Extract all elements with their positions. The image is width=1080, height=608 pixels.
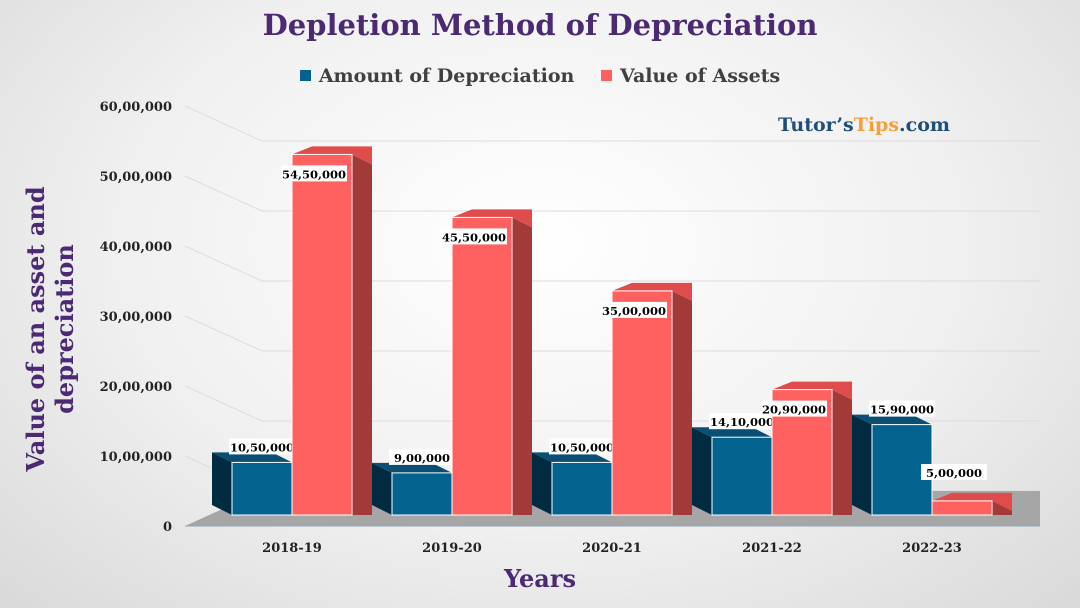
bar-top-assets: [452, 209, 532, 228]
y-tick-label: 50,00,000: [100, 170, 172, 185]
bar-top-depreciation: [372, 462, 452, 473]
bar-side-assets: [992, 500, 1012, 515]
y-tick-label: 40,00,000: [100, 240, 172, 255]
legend-item-depreciation: Amount of Depreciation: [299, 64, 575, 87]
data-label: 35,00,000: [602, 304, 666, 318]
data-label: 54,50,000: [282, 167, 346, 181]
bar-side-assets: [832, 389, 852, 515]
legend: Amount of Depreciation Value of Assets: [0, 64, 1080, 87]
gridline: [184, 175, 1040, 212]
bar-side-depreciation: [372, 462, 392, 515]
bar-side-depreciation: [532, 452, 552, 515]
data-label: 45,50,000: [442, 230, 506, 244]
y-tick-label: 30,00,000: [100, 310, 172, 325]
data-label-bg: [709, 413, 775, 430]
data-label: 15,90,000: [870, 403, 934, 417]
bar-top-depreciation: [852, 414, 932, 425]
bar-side-assets: [352, 154, 372, 515]
data-label-bg: [229, 438, 295, 455]
bar-depreciation: [231, 461, 293, 516]
chart-title: Depletion Method of Depreciation: [262, 8, 818, 42]
y-tick-label: 10,00,000: [100, 450, 172, 465]
gridline: [184, 105, 1040, 142]
x-tick-label: 2022-23: [902, 541, 962, 556]
bar-top-assets: [292, 146, 372, 165]
bar-assets: [291, 153, 353, 516]
bar-side-depreciation: [212, 452, 232, 515]
gridline: [184, 315, 1040, 352]
y-tick-label: 20,00,000: [100, 380, 172, 395]
bar-top-assets: [932, 492, 1012, 511]
bar-side-assets: [512, 217, 532, 515]
data-label-bg: [389, 448, 455, 465]
bar-top-depreciation: [692, 427, 772, 438]
bar-top-depreciation: [212, 452, 292, 463]
bar-depreciation: [711, 436, 773, 516]
y-tick-label: 0: [163, 520, 172, 535]
x-tick-label: 2021-22: [742, 541, 802, 556]
bar-top-assets: [772, 381, 852, 400]
bar-side-depreciation: [692, 427, 712, 515]
x-tick-label: 2020-21: [582, 541, 642, 556]
bar-side-depreciation: [852, 414, 872, 515]
data-label: 14,10,000: [710, 415, 774, 429]
x-axis-label: Years: [503, 564, 577, 593]
data-label: 9,00,000: [394, 451, 450, 465]
legend-label: Value of Assets: [619, 64, 781, 87]
data-label-bg: [761, 400, 827, 417]
bar-assets: [611, 290, 673, 516]
watermark-logo: Tutor’sTips.com: [778, 114, 950, 136]
x-tick-label: 2019-20: [422, 541, 482, 556]
legend-swatch: [299, 70, 311, 81]
gridline: [184, 245, 1040, 282]
bar-depreciation: [551, 461, 613, 516]
bar-assets: [451, 216, 513, 516]
data-label-bg: [601, 301, 667, 318]
data-label: 10,50,000: [230, 440, 294, 454]
data-label-bg: [549, 438, 615, 455]
bar-top-assets: [612, 282, 692, 301]
data-label: 20,90,000: [762, 403, 826, 417]
data-label-bg: [869, 400, 935, 417]
data-label-bg: [921, 464, 987, 480]
y-axis-label: Value of an asset and depreciation: [21, 186, 79, 472]
legend-item-assets: Value of Assets: [600, 64, 781, 87]
bar-side-assets: [672, 290, 692, 515]
y-tick-label: 60,00,000: [100, 100, 172, 115]
bar-depreciation: [391, 472, 453, 516]
legend-label: Amount of Depreciation: [318, 64, 575, 87]
data-label-bg: [441, 228, 507, 245]
x-tick-label: 2018-19: [262, 541, 322, 556]
bar-assets: [931, 500, 993, 516]
data-label-bg: [281, 165, 347, 182]
data-label: 5,00,000: [926, 466, 982, 480]
bar-top-depreciation: [532, 452, 612, 463]
data-label: 10,50,000: [550, 440, 614, 454]
legend-swatch: [600, 70, 612, 81]
